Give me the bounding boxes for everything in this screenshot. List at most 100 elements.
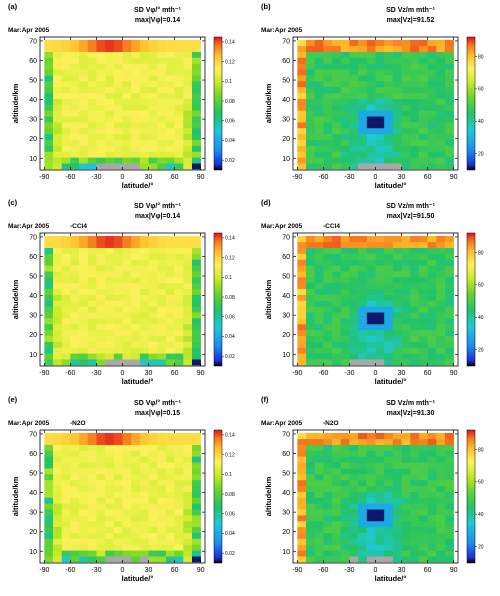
heatmap-cell <box>401 122 411 129</box>
heatmap-cell <box>306 432 316 440</box>
heatmap-cell <box>157 69 167 76</box>
heatmap-cell <box>427 538 437 545</box>
heatmap-cell <box>392 75 402 82</box>
heatmap-cell <box>340 51 350 58</box>
heatmap-cell <box>392 532 402 539</box>
heatmap-cell <box>436 359 446 366</box>
heatmap-cell <box>44 116 54 123</box>
heatmap-cell <box>297 329 307 336</box>
heatmap-cell <box>53 45 63 52</box>
heatmap-cell <box>314 300 324 307</box>
heatmap-cell <box>165 503 175 510</box>
x-tick-label: 30 <box>145 174 153 181</box>
heatmap-cell <box>113 253 123 260</box>
heatmap-cell <box>44 526 54 533</box>
heatmap-cell <box>87 353 97 360</box>
heatmap-cell <box>105 312 115 319</box>
heatmap-cell <box>323 241 333 248</box>
heatmap-cell <box>105 288 115 295</box>
heatmap-cell <box>314 151 324 158</box>
heatmap-cell <box>105 294 115 301</box>
heatmap-cell <box>323 45 333 52</box>
heatmap-cell <box>79 139 89 146</box>
heatmap-cell <box>70 86 80 94</box>
y-tick-label: 70 <box>282 234 290 241</box>
heatmap-cell <box>444 456 454 463</box>
heatmap-cell <box>148 532 158 539</box>
heatmap-cell <box>418 556 428 563</box>
heatmap-cell <box>157 432 167 440</box>
heatmap-cell <box>314 515 324 522</box>
heatmap-cell <box>165 116 175 123</box>
heatmap-cell <box>427 485 437 492</box>
heatmap-cell <box>139 474 149 481</box>
heatmap-cell <box>349 479 359 487</box>
heatmap-cell <box>122 116 132 123</box>
heatmap-cell <box>340 86 350 94</box>
heatmap-cell <box>131 104 141 111</box>
heatmap-cell <box>297 294 307 301</box>
heatmap-cell <box>122 127 132 135</box>
heatmap-cell <box>113 271 123 278</box>
heatmap-cell <box>410 474 420 481</box>
heatmap-cell <box>148 444 158 451</box>
heatmap-cell <box>332 438 342 445</box>
heatmap-cell <box>113 468 123 475</box>
heatmap-cell <box>332 353 342 360</box>
heatmap-cell <box>340 235 350 243</box>
heatmap-cell <box>375 116 385 123</box>
heatmap-cell <box>306 515 316 522</box>
heatmap-cell <box>131 133 141 140</box>
heatmap-cell <box>323 550 333 557</box>
heatmap-cell <box>96 127 106 135</box>
heatmap-cell <box>139 485 149 492</box>
heatmap-cell <box>358 520 368 528</box>
heatmap-cell <box>436 538 446 545</box>
heatmap-cell <box>61 253 71 260</box>
x-tick-label: -90 <box>39 567 49 574</box>
heatmap-cell <box>366 104 376 111</box>
heatmap-cell <box>165 51 175 58</box>
heatmap-cell <box>183 341 193 348</box>
heatmap-cell <box>349 57 359 64</box>
heatmap-cell <box>444 306 454 313</box>
heatmap-cell <box>79 45 89 52</box>
heatmap-cell <box>122 133 132 140</box>
heatmap-cell <box>349 456 359 463</box>
heatmap-cell <box>384 318 394 325</box>
heatmap-cell <box>323 92 333 99</box>
heatmap-cell <box>183 503 193 510</box>
heatmap-cell <box>70 479 80 487</box>
heatmap-cell <box>323 491 333 498</box>
heatmap-cell <box>392 69 402 76</box>
heatmap-cell <box>332 133 342 140</box>
heatmap-cell <box>105 69 115 76</box>
heatmap-cell <box>148 39 158 47</box>
heatmap-cell <box>157 485 167 492</box>
heatmap-cell <box>349 235 359 243</box>
heatmap-cell <box>418 45 428 52</box>
heatmap-cell <box>183 163 193 170</box>
heatmap-cell <box>410 347 420 354</box>
heatmap-cell <box>314 157 324 164</box>
heatmap-cell <box>375 259 385 266</box>
heatmap-cell <box>366 306 376 313</box>
heatmap-cell <box>157 509 167 516</box>
heatmap-cell <box>165 241 175 248</box>
heatmap-cell <box>79 497 89 504</box>
heatmap-cell <box>340 520 350 528</box>
heatmap-cell <box>53 329 63 336</box>
heatmap-cell <box>418 503 428 510</box>
heatmap-cell <box>392 235 402 243</box>
colorbar-tick-label: 0.02 <box>225 158 235 164</box>
heatmap-cell <box>427 39 437 47</box>
heatmap-cell <box>157 474 167 481</box>
heatmap-cell <box>61 312 71 319</box>
heatmap-cell <box>61 75 71 82</box>
heatmap-cell <box>157 163 167 170</box>
heatmap-cell <box>70 253 80 260</box>
heatmap-cell <box>323 538 333 545</box>
heatmap-cell <box>131 318 141 325</box>
heatmap-cell <box>366 57 376 64</box>
